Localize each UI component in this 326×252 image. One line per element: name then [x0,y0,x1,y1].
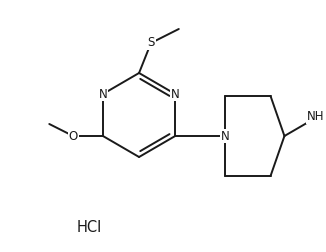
Text: N: N [171,87,180,101]
Text: N: N [98,87,107,101]
Text: O: O [68,130,78,142]
Text: HCl: HCl [77,220,102,236]
Text: NH: NH [307,110,324,123]
Text: N: N [220,130,229,142]
Text: S: S [147,37,155,49]
